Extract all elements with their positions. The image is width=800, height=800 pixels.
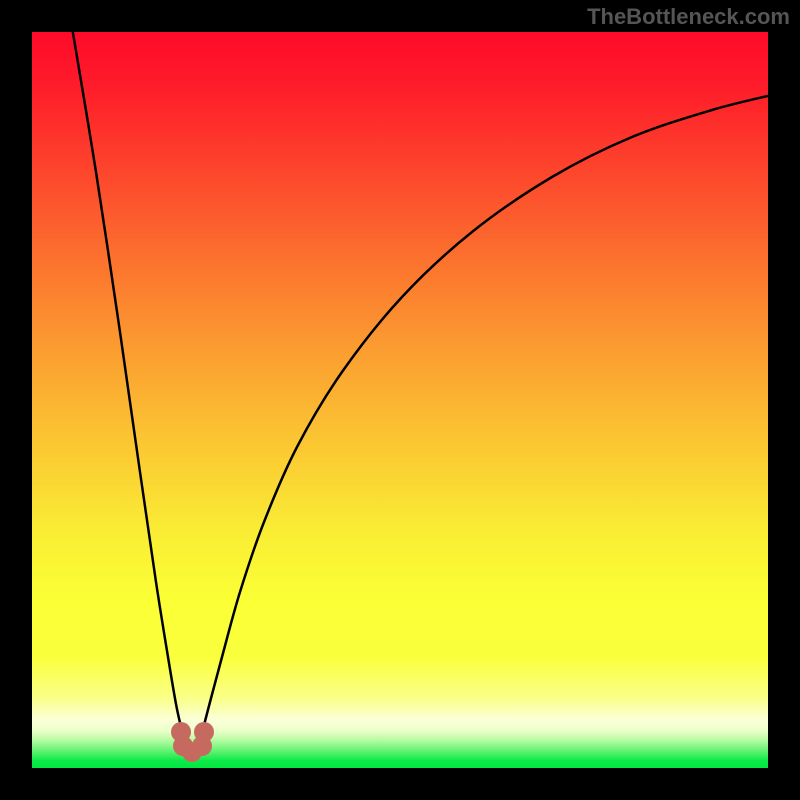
marker-point: [194, 722, 214, 742]
watermark-text: TheBottleneck.com: [587, 4, 790, 30]
gradient-background: [32, 32, 768, 768]
plot-svg: [32, 32, 768, 768]
chart-container: TheBottleneck.com: [0, 0, 800, 800]
plot-area: [32, 32, 768, 768]
